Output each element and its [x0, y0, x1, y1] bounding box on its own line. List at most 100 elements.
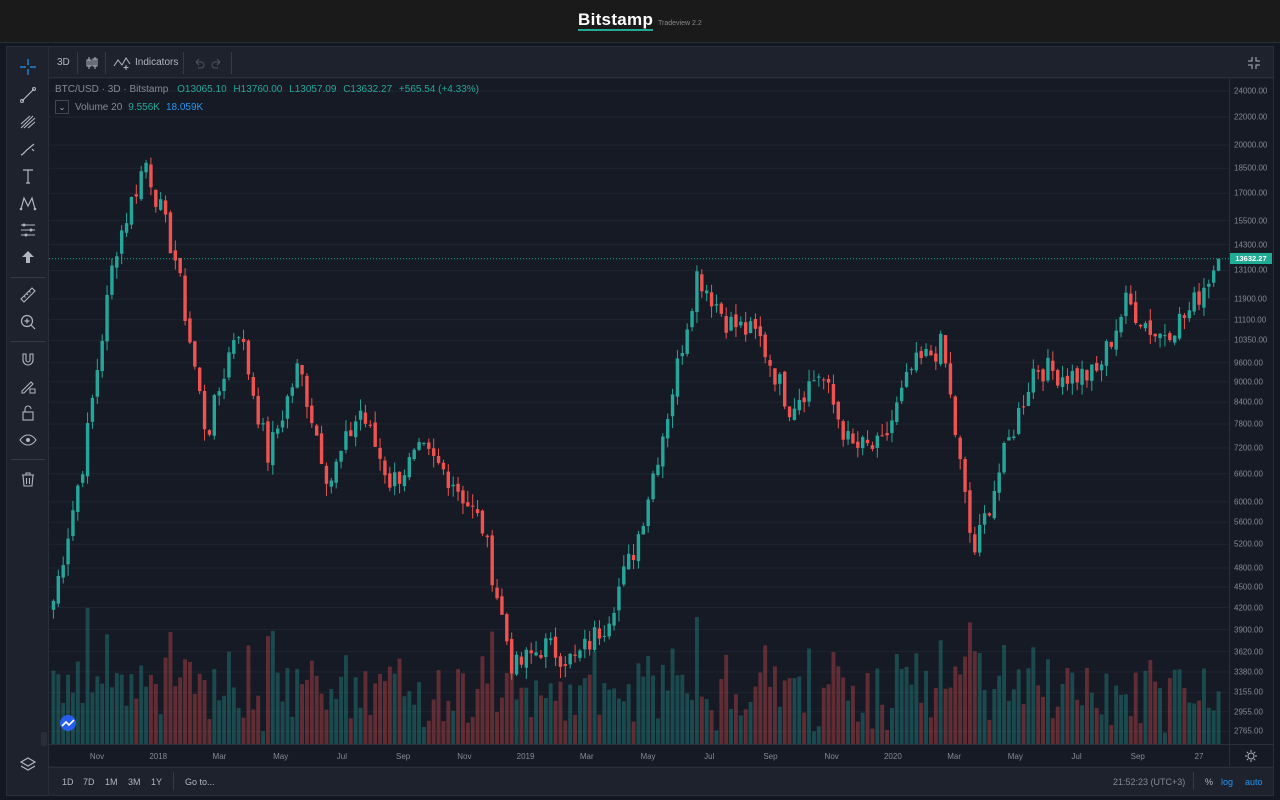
zoom-icon[interactable] [14, 310, 42, 334]
volume-bar [441, 721, 446, 744]
trash-icon[interactable] [14, 467, 42, 491]
symbol-label[interactable]: BTC/USD · 3D · Bitstamp [55, 84, 169, 95]
volume-bar [963, 656, 968, 744]
volume-bar [451, 710, 456, 744]
candle-body [246, 340, 251, 375]
pencil-lock-icon[interactable] [14, 374, 42, 398]
volume-bar [743, 709, 748, 744]
candle-body [714, 304, 719, 306]
volume-bar [378, 673, 383, 744]
volume-bar [992, 689, 997, 744]
candle-body [695, 271, 699, 313]
candle-body [548, 638, 553, 641]
volume-bar [1104, 673, 1109, 744]
candle-body [1090, 364, 1094, 381]
volume-bar [772, 666, 777, 744]
volume-bar [1070, 672, 1075, 744]
goto-button[interactable]: Go to... [185, 776, 215, 787]
volume-bar [1109, 725, 1114, 744]
volume-bar [563, 720, 568, 744]
volume-bar [699, 696, 704, 744]
candle-body [534, 652, 538, 656]
range-1d-button[interactable]: 1D [62, 776, 74, 787]
range-1y-button[interactable]: 1Y [151, 776, 163, 787]
candle-body [334, 461, 338, 483]
candle-body [622, 566, 626, 585]
volume-label[interactable]: Volume 20 [75, 101, 123, 113]
volume-bar [738, 715, 743, 744]
text-icon[interactable] [14, 164, 42, 188]
interval-button[interactable]: 3D [57, 57, 70, 68]
candle-body [797, 399, 802, 411]
settings-gear-icon[interactable] [1244, 749, 1258, 763]
volume-bar [660, 664, 665, 744]
change-value: +565.54 (+4.33%) [398, 84, 479, 95]
candle-body [222, 378, 226, 392]
candle-body [95, 370, 100, 397]
volume-bar [231, 687, 236, 744]
fib-tools-icon[interactable] [14, 110, 42, 134]
price-axis[interactable]: 24000.00 22000.00 20000.00 18500.00 17000.00… [1229, 79, 1273, 744]
scroll-handle[interactable] [41, 732, 47, 746]
ruler-icon[interactable] [14, 283, 42, 307]
volume-bar [387, 666, 392, 744]
prediction-icon[interactable] [14, 218, 42, 242]
candle-body [261, 423, 265, 425]
volume-bar [348, 718, 353, 744]
volume-bar [85, 607, 90, 744]
candle-body [895, 402, 899, 422]
range-7d-button[interactable]: 7D [83, 776, 95, 787]
trend-line-icon[interactable] [14, 83, 42, 107]
range-3m-button[interactable]: 3M [128, 776, 141, 787]
candle-body [451, 484, 455, 487]
volume-bar [1128, 716, 1133, 744]
chart-type-candles-icon[interactable] [85, 47, 99, 78]
brush-icon[interactable] [14, 137, 42, 161]
crosshair-icon[interactable] [14, 55, 42, 79]
candle-body [232, 340, 236, 354]
eye-icon[interactable] [14, 428, 42, 452]
layers-icon[interactable] [18, 755, 38, 775]
volume-bar [261, 731, 266, 744]
volume-bar [256, 695, 261, 744]
candle-body [90, 397, 95, 422]
price-chart[interactable] [49, 79, 1229, 744]
volume-bar [529, 717, 534, 744]
fullscreen-icon[interactable] [1247, 47, 1261, 78]
brand-logo[interactable]: Bitstamp [578, 10, 654, 31]
time-axis[interactable]: Nov 2018 Mar May Jul Sep Nov 2019 Mar May Jul Sep No… [49, 744, 1229, 766]
indicators-button[interactable]: Indicators [113, 47, 178, 78]
undo-icon[interactable] [193, 47, 205, 78]
toolbar-divider [1193, 772, 1194, 790]
volume-bar [251, 709, 256, 744]
lock-icon[interactable] [14, 401, 42, 425]
volume-bar [519, 687, 524, 744]
volume-bar [714, 730, 719, 744]
volume-bar [280, 701, 285, 744]
magnet-icon[interactable] [14, 347, 42, 371]
volume-bar [938, 640, 943, 744]
range-1m-button[interactable]: 1M [105, 776, 118, 787]
volume-bar [1089, 692, 1094, 744]
candle-body [431, 448, 436, 456]
redo-icon[interactable] [211, 47, 223, 78]
volume-bar [187, 661, 192, 744]
candle-body [919, 351, 923, 358]
candle-body [851, 433, 855, 444]
log-toggle[interactable]: log [1221, 776, 1234, 787]
percent-toggle[interactable]: % [1205, 776, 1214, 787]
volume-bar [763, 645, 768, 744]
candle-body [773, 368, 777, 385]
arrow-up-icon[interactable] [14, 245, 42, 269]
volume-bar [850, 685, 855, 744]
candle-body [875, 435, 880, 448]
auto-toggle[interactable]: auto [1245, 776, 1263, 787]
candle-body [631, 555, 636, 561]
candle-body [1163, 335, 1167, 337]
candle-body [56, 575, 61, 604]
pattern-icon[interactable] [14, 191, 42, 215]
tradingview-logo-icon[interactable] [58, 715, 78, 731]
price-tick-label: 6000.00 [1234, 497, 1263, 507]
chevron-down-icon[interactable]: ⌄ [55, 100, 69, 114]
candle-body [948, 363, 953, 395]
